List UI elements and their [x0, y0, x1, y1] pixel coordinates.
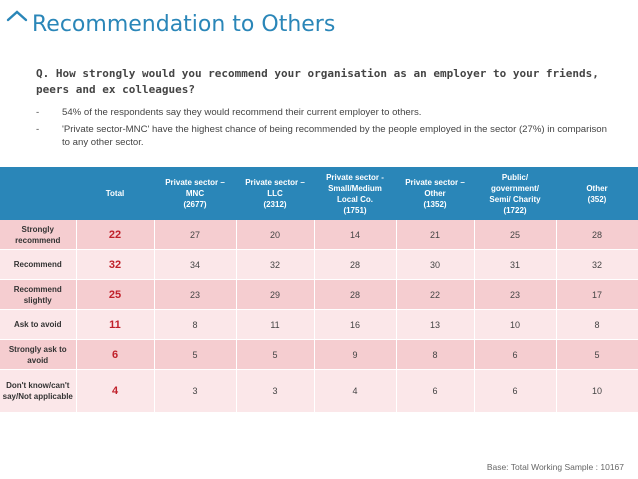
table-cell: 20: [236, 220, 315, 250]
row-label: Recommend slightly: [0, 279, 77, 310]
table-cell: 3: [236, 369, 315, 413]
column-header: Other (352): [556, 167, 638, 220]
finding-item: - 54% of the respondents say they would …: [36, 106, 616, 119]
table-cell: 10: [556, 369, 638, 413]
table-row: Recommend slightly 25 23 29 28 22 23 17: [0, 279, 638, 310]
table-cell: 29: [236, 279, 315, 310]
total-value: 25: [76, 279, 155, 310]
column-header: Public/government/Semi/ Charity (1722): [474, 167, 556, 220]
total-value: 6: [76, 339, 155, 370]
table-cell: 4: [314, 369, 397, 413]
row-label: Don't know/can't say/Not applicable: [0, 369, 77, 413]
table-row: Don't know/can't say/Not applicable 4 3 3 4 6 6…: [0, 369, 638, 413]
table-cell: 11: [236, 309, 315, 340]
table-cell: 23: [154, 279, 237, 310]
column-header: Total: [76, 167, 154, 220]
table-cell: 28: [314, 279, 397, 310]
table-cell: 28: [556, 220, 638, 250]
table-cell: 27: [154, 220, 237, 250]
column-header: Private sector – Other (1352): [396, 167, 474, 220]
table-cell: 25: [474, 220, 557, 250]
table-cell: 31: [474, 249, 557, 280]
page-title: Recommendation to Others: [32, 12, 336, 37]
total-value: 22: [76, 220, 155, 250]
recommendation-table: Total Private sector – MNC (2677) Private s…: [0, 167, 638, 413]
finding-text: 54% of the respondents say they would re…: [62, 107, 422, 118]
base-sample-note: Base: Total Working Sample : 10167: [486, 462, 624, 472]
column-header: Private sector - Small/Medium Local Co. (17…: [314, 167, 396, 220]
header-corner: [0, 167, 76, 220]
row-label: Strongly recommend: [0, 220, 77, 250]
survey-question: Q. How strongly would you recommend your…: [36, 67, 599, 96]
row-label: Strongly ask to avoid: [0, 339, 77, 370]
table-cell: 14: [314, 220, 397, 250]
chevron-up-icon: [6, 10, 28, 22]
table-cell: 13: [396, 309, 475, 340]
table-cell: 22: [396, 279, 475, 310]
table-cell: 5: [236, 339, 315, 370]
table-cell: 6: [474, 369, 557, 413]
table-cell: 28: [314, 249, 397, 280]
table-row: Strongly ask to avoid 6 5 5 9 8 6 5: [0, 339, 638, 370]
table-cell: 21: [396, 220, 475, 250]
table-header-row: Total Private sector – MNC (2677) Private s…: [0, 167, 638, 220]
table-cell: 8: [396, 339, 475, 370]
table-cell: 10: [474, 309, 557, 340]
column-header: Private sector – MNC (2677): [154, 167, 236, 220]
bullet-dash: -: [36, 107, 40, 118]
table-cell: 8: [154, 309, 237, 340]
table-cell: 17: [556, 279, 638, 310]
finding-item: - 'Private sector-MNC' have the highest …: [36, 123, 616, 149]
table-cell: 3: [154, 369, 237, 413]
table-body: Strongly recommend 22 27 20 14 21 25 28 Recommend…: [0, 220, 638, 413]
total-value: 11: [76, 309, 155, 340]
table-cell: 34: [154, 249, 237, 280]
table-cell: 30: [396, 249, 475, 280]
row-label: Recommend: [0, 249, 77, 280]
column-header: Private sector – LLC (2312): [236, 167, 314, 220]
total-value: 4: [76, 369, 155, 413]
table-cell: 16: [314, 309, 397, 340]
row-label: Ask to avoid: [0, 309, 77, 340]
finding-text: 'Private sector-MNC' have the highest ch…: [62, 124, 607, 148]
table-cell: 6: [396, 369, 475, 413]
table-row: Ask to avoid 11 8 11 16 13 10 8: [0, 309, 638, 340]
findings-list: - 54% of the respondents say they would …: [36, 106, 616, 153]
table-cell: 6: [474, 339, 557, 370]
total-value: 32: [76, 249, 155, 280]
table-cell: 9: [314, 339, 397, 370]
bullet-dash: -: [36, 124, 40, 135]
table-cell: 32: [556, 249, 638, 280]
table-cell: 8: [556, 309, 638, 340]
table-cell: 5: [154, 339, 237, 370]
table-row: Strongly recommend 22 27 20 14 21 25 28: [0, 220, 638, 250]
table-row: Recommend 32 34 32 28 30 31 32: [0, 249, 638, 280]
table-cell: 23: [474, 279, 557, 310]
table-cell: 32: [236, 249, 315, 280]
table-cell: 5: [556, 339, 638, 370]
